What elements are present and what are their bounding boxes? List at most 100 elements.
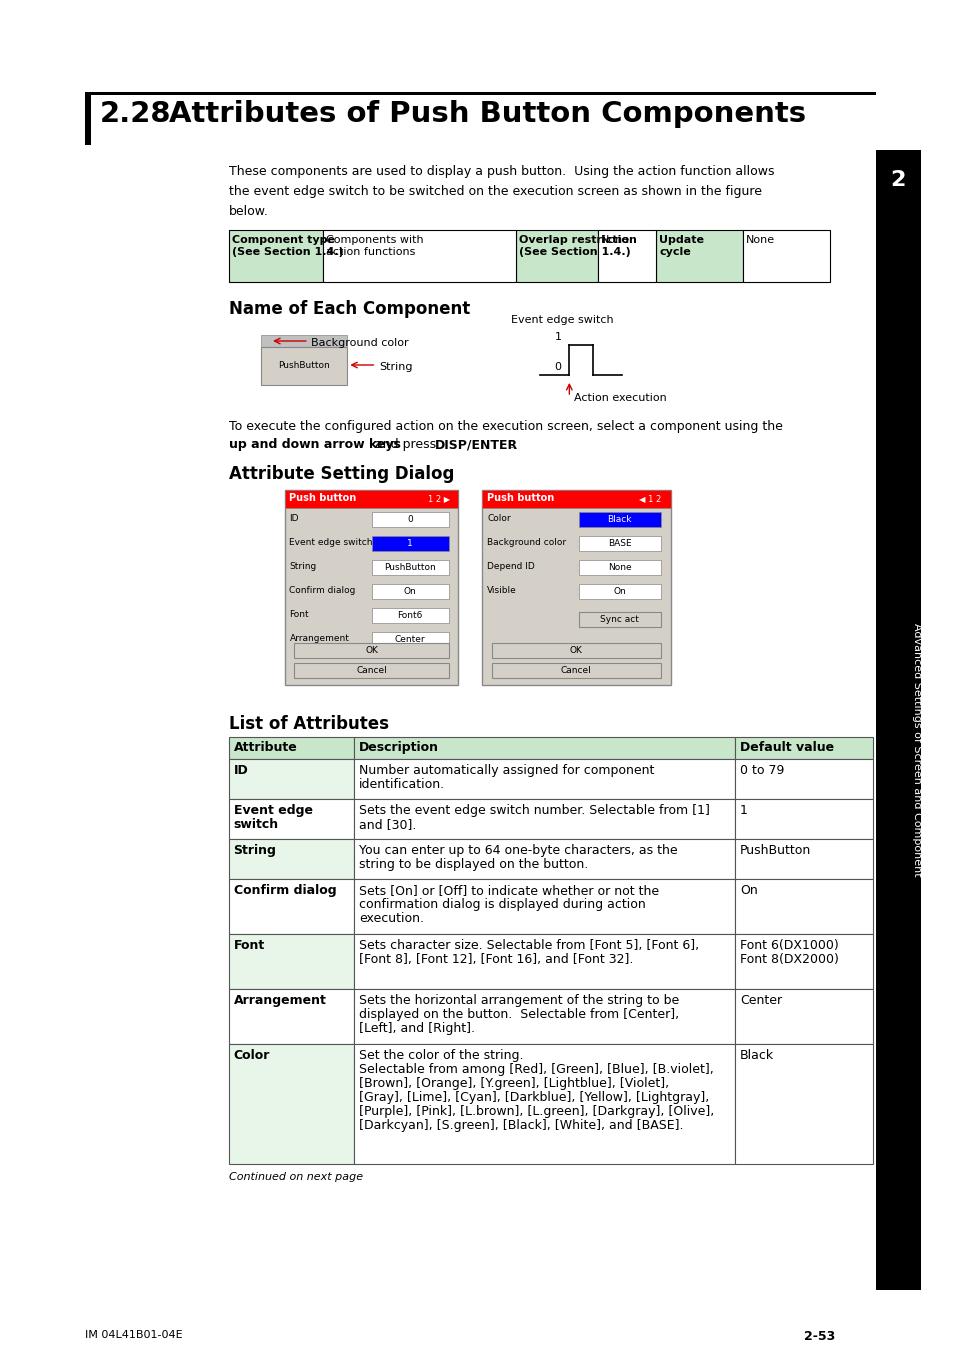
Bar [229, 230, 323, 282]
Bar [284, 490, 457, 508]
Text: ID: ID [289, 514, 298, 522]
Text: Update
cycle: Update cycle [659, 235, 703, 256]
Text: [Darkcyan], [S.green], [Black], [White], and [BASE].: [Darkcyan], [S.green], [Black], [White],… [358, 1119, 682, 1133]
Text: OK: OK [365, 647, 377, 655]
Text: Color: Color [233, 1049, 270, 1062]
Text: Number automatically assigned for component: Number automatically assigned for compon… [358, 764, 654, 778]
Text: Advanced Settings of Screen and Component: Advanced Settings of Screen and Componen… [911, 624, 921, 876]
Text: Background color: Background color [487, 539, 566, 547]
Text: [Gray], [Lime], [Cyan], [Darkblue], [Yellow], [Lightgray],: [Gray], [Lime], [Cyan], [Darkblue], [Yel… [358, 1091, 708, 1104]
Bar [354, 1044, 735, 1164]
Text: PushButton: PushButton [278, 362, 330, 370]
Bar [578, 560, 660, 575]
Bar [482, 490, 670, 684]
Bar [492, 643, 660, 657]
Bar [229, 799, 354, 838]
Text: You can enter up to 64 one-byte characters, as the: You can enter up to 64 one-byte characte… [358, 844, 677, 857]
Bar [354, 759, 735, 799]
Text: identification.: identification. [358, 778, 445, 791]
Text: Center: Center [395, 634, 425, 644]
Bar [229, 934, 354, 990]
Bar [294, 663, 448, 678]
Bar [294, 643, 448, 657]
Text: Cancel: Cancel [355, 666, 387, 675]
Text: On: On [403, 587, 416, 595]
Bar [735, 759, 872, 799]
Bar [482, 490, 670, 508]
Text: PushButton: PushButton [384, 563, 436, 572]
Text: Confirm dialog: Confirm dialog [289, 586, 355, 595]
Text: On: On [613, 587, 625, 595]
Text: Arrangement: Arrangement [289, 634, 349, 643]
Text: Sync act: Sync act [599, 616, 639, 624]
Text: 2-53: 2-53 [803, 1330, 835, 1343]
Text: and press: and press [370, 437, 439, 451]
Text: Event edge: Event edge [233, 805, 313, 817]
Text: BASE: BASE [607, 539, 631, 548]
Bar [371, 512, 448, 526]
Bar [260, 347, 347, 385]
Bar [598, 230, 656, 282]
Bar [371, 632, 448, 647]
Text: execution.: execution. [358, 913, 423, 925]
Text: [Font 8], [Font 12], [Font 16], and [Font 32].: [Font 8], [Font 12], [Font 16], and [Fon… [358, 953, 633, 967]
Bar [354, 737, 735, 759]
Text: None: None [745, 235, 774, 244]
Bar [85, 92, 875, 95]
Text: Attributes of Push Button Components: Attributes of Push Button Components [169, 100, 805, 128]
Text: Font6: Font6 [397, 612, 422, 620]
Bar [735, 799, 872, 838]
Text: Name of Each Component: Name of Each Component [229, 300, 470, 319]
Bar [735, 934, 872, 990]
Text: Font: Font [233, 940, 265, 952]
Bar [735, 990, 872, 1044]
Text: confirmation dialog is displayed during action: confirmation dialog is displayed during … [358, 898, 645, 911]
Text: up and down arrow keys: up and down arrow keys [229, 437, 400, 451]
Text: Visible: Visible [487, 586, 517, 595]
Text: Cancel: Cancel [560, 666, 591, 675]
Text: Depend ID: Depend ID [487, 562, 535, 571]
Text: string to be displayed on the button.: string to be displayed on the button. [358, 859, 588, 871]
Text: below.: below. [229, 205, 269, 217]
Bar [875, 150, 920, 211]
Text: .: . [509, 437, 513, 451]
Bar [735, 737, 872, 759]
Text: Black: Black [607, 514, 631, 524]
Bar [354, 799, 735, 838]
Bar [229, 990, 354, 1044]
Bar [354, 879, 735, 934]
Text: Sets the event edge switch number. Selectable from [1]: Sets the event edge switch number. Selec… [358, 805, 709, 817]
Text: 1: 1 [554, 332, 561, 342]
Text: displayed on the button.  Selectable from [Center],: displayed on the button. Selectable from… [358, 1008, 679, 1021]
Text: 0: 0 [554, 362, 561, 373]
Bar [284, 490, 457, 684]
Text: Action execution: Action execution [574, 393, 666, 404]
Bar [735, 879, 872, 934]
Bar [735, 838, 872, 879]
Bar [371, 560, 448, 575]
Text: PushButton: PushButton [740, 844, 811, 857]
Text: Sets [On] or [Off] to indicate whether or not the: Sets [On] or [Off] to indicate whether o… [358, 884, 659, 896]
Text: Set the color of the string.: Set the color of the string. [358, 1049, 523, 1062]
Text: 1 2 ▶: 1 2 ▶ [428, 494, 450, 504]
Text: 2.28: 2.28 [99, 100, 171, 128]
Bar [371, 585, 448, 599]
Bar [516, 230, 598, 282]
Text: [Left], and [Right].: [Left], and [Right]. [358, 1022, 475, 1035]
Text: Font 8(DX2000): Font 8(DX2000) [740, 953, 838, 967]
Text: String: String [233, 844, 276, 857]
Bar [229, 838, 354, 879]
Text: Confirm dialog: Confirm dialog [233, 884, 335, 896]
Bar [85, 95, 91, 144]
Text: On: On [740, 884, 757, 896]
Text: [Brown], [Orange], [Y.green], [Lightblue], [Violet],: [Brown], [Orange], [Y.green], [Lightblue… [358, 1077, 668, 1089]
Text: 1: 1 [407, 539, 413, 548]
Bar [492, 663, 660, 678]
Text: To execute the configured action on the execution screen, select a component usi: To execute the configured action on the … [229, 420, 781, 433]
Text: Font: Font [289, 610, 309, 620]
Text: Event edge switch: Event edge switch [511, 315, 614, 325]
Text: Component type
(See Section 1.4.): Component type (See Section 1.4.) [232, 235, 343, 256]
Bar [354, 838, 735, 879]
Text: List of Attributes: List of Attributes [229, 716, 388, 733]
Text: Description: Description [358, 741, 438, 755]
